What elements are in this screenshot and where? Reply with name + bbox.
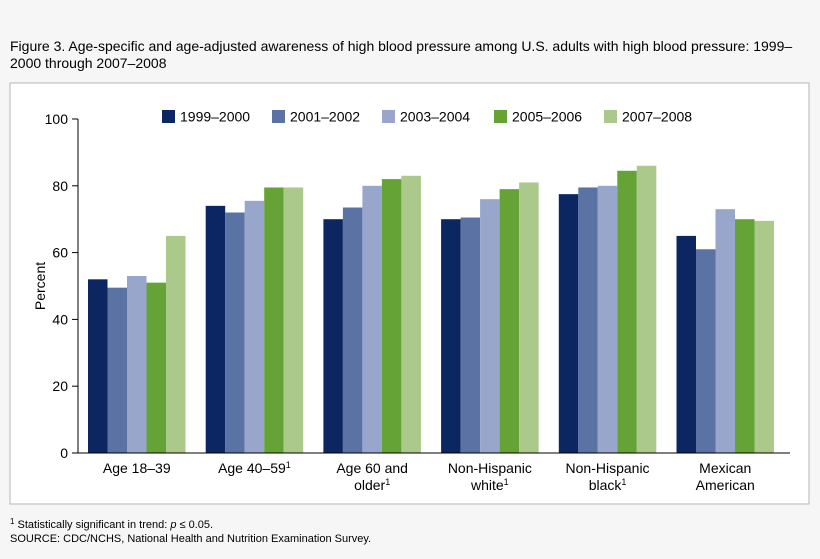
legend-label: 2003–2004 bbox=[400, 109, 470, 125]
x-tick-label: Age 60 and older1 bbox=[336, 460, 408, 493]
bar bbox=[441, 219, 461, 453]
bar bbox=[323, 219, 343, 453]
bar bbox=[146, 282, 166, 453]
bar bbox=[225, 212, 245, 453]
legend-swatch bbox=[494, 110, 507, 123]
chart-legend: 1999–2000 2001–2002 2003–2004 2005–2006 2007… bbox=[162, 109, 692, 125]
x-tick-label: Mexican American bbox=[696, 460, 755, 493]
bar bbox=[264, 187, 284, 453]
bar bbox=[578, 187, 598, 453]
bar bbox=[636, 165, 657, 453]
legend-swatch bbox=[604, 110, 617, 123]
bar bbox=[754, 220, 774, 453]
footnote-marker: 1 bbox=[10, 517, 15, 526]
footnote-text: Statistically significant in trend: bbox=[14, 519, 171, 531]
bar bbox=[597, 185, 618, 454]
footnote-p: p bbox=[170, 519, 177, 531]
bar bbox=[480, 199, 500, 453]
y-axis: 0 20 40 60 80 100 bbox=[45, 111, 79, 461]
bar bbox=[342, 207, 363, 453]
bar bbox=[283, 187, 304, 453]
bar bbox=[88, 279, 108, 453]
bar bbox=[460, 217, 481, 453]
bars bbox=[88, 165, 774, 454]
bar bbox=[205, 205, 226, 453]
legend-swatch bbox=[382, 110, 395, 123]
bar bbox=[696, 249, 716, 453]
bar bbox=[499, 189, 520, 453]
bar bbox=[381, 179, 402, 453]
bar bbox=[617, 170, 637, 453]
bar bbox=[519, 182, 539, 453]
x-tick-label: Age 18–39 bbox=[103, 460, 171, 476]
footnote-tail: ≤ 0.05. bbox=[176, 519, 214, 531]
bar bbox=[362, 185, 382, 454]
x-tick-label: Non-Hispanic white1 bbox=[448, 460, 532, 493]
legend-label: 2001–2002 bbox=[290, 109, 360, 125]
legend-label: 2007–2008 bbox=[622, 109, 692, 125]
y-tick-label: 20 bbox=[52, 378, 68, 394]
bar bbox=[676, 235, 696, 453]
y-tick-label: 40 bbox=[52, 311, 68, 327]
bar bbox=[735, 219, 755, 453]
bar bbox=[166, 235, 186, 453]
y-tick-label: 0 bbox=[60, 445, 68, 461]
source-note: SOURCE: CDC/NCHS, National Health and Nu… bbox=[10, 533, 372, 545]
bar bbox=[244, 200, 265, 453]
figure-title: Figure 3. Age-specific and age-adjusted … bbox=[10, 38, 793, 71]
bar bbox=[558, 194, 579, 453]
x-tick-label: Non-Hispanic black1 bbox=[566, 460, 650, 493]
trend-footnote: 1 Statistically significant in trend: p … bbox=[10, 515, 213, 532]
y-tick-label: 100 bbox=[45, 111, 69, 127]
legend-swatch bbox=[162, 110, 175, 123]
y-tick-label: 80 bbox=[52, 178, 68, 194]
y-axis-label: Percent bbox=[32, 262, 48, 310]
legend-swatch bbox=[272, 110, 285, 123]
bar bbox=[107, 287, 127, 453]
bar bbox=[127, 275, 147, 453]
x-axis: Age 18–39 Age 40–591 Age 60 and older1 Non-H… bbox=[78, 452, 790, 493]
x-tick-label: Age 40–591 bbox=[218, 460, 291, 476]
legend-label: 2005–2006 bbox=[512, 109, 582, 125]
legend-label: 1999–2000 bbox=[180, 109, 250, 125]
bar bbox=[715, 209, 735, 453]
bar bbox=[401, 175, 421, 453]
bar-chart: 1999–2000 2001–2002 2003–2004 2005–2006 2007… bbox=[9, 82, 810, 505]
y-tick-label: 60 bbox=[52, 245, 68, 261]
